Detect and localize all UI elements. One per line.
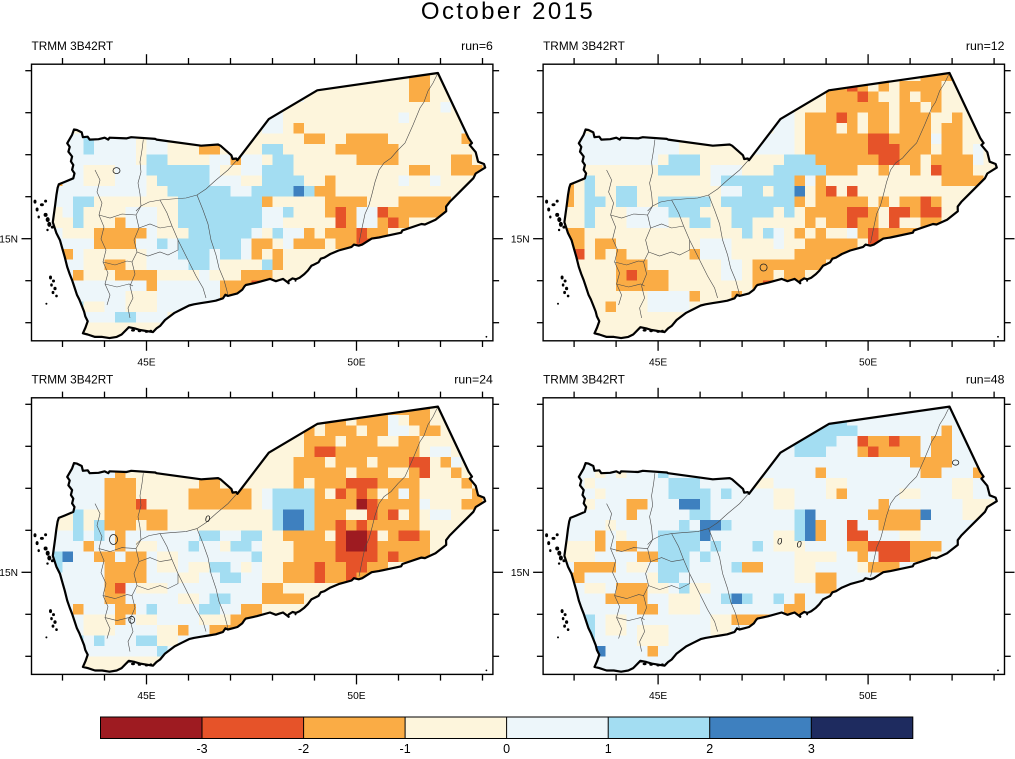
svg-text:45E: 45E xyxy=(137,691,155,702)
svg-text:0: 0 xyxy=(503,742,510,754)
svg-text:45E: 45E xyxy=(649,691,667,702)
svg-text:0: 0 xyxy=(205,514,210,524)
svg-text:50E: 50E xyxy=(347,691,365,702)
svg-text:0: 0 xyxy=(797,539,802,549)
svg-text:October 2015: October 2015 xyxy=(421,0,595,25)
svg-text:15N: 15N xyxy=(511,234,530,245)
svg-text:2: 2 xyxy=(706,742,713,754)
svg-text:-3: -3 xyxy=(196,742,207,754)
svg-text:45E: 45E xyxy=(649,358,667,369)
svg-text:run=6: run=6 xyxy=(461,39,493,53)
svg-text:0: 0 xyxy=(777,536,782,546)
svg-text:50E: 50E xyxy=(859,691,877,702)
svg-text:50E: 50E xyxy=(347,358,365,369)
svg-text:-1: -1 xyxy=(400,742,411,754)
svg-text:15N: 15N xyxy=(511,568,530,579)
svg-text:run=24: run=24 xyxy=(454,373,493,387)
svg-text:45E: 45E xyxy=(137,358,155,369)
svg-text:3: 3 xyxy=(808,742,815,754)
svg-text:run=12: run=12 xyxy=(966,39,1005,53)
svg-text:50E: 50E xyxy=(859,358,877,369)
svg-text:run=48: run=48 xyxy=(966,373,1005,387)
svg-text:TRMM 3B42RT: TRMM 3B42RT xyxy=(32,39,114,53)
svg-text:-2: -2 xyxy=(298,742,309,754)
svg-text:TRMM 3B42RT: TRMM 3B42RT xyxy=(32,373,114,387)
svg-text:1: 1 xyxy=(605,742,612,754)
svg-text:15N: 15N xyxy=(0,234,18,245)
svg-text:TRMM 3B42RT: TRMM 3B42RT xyxy=(543,373,625,387)
svg-text:15N: 15N xyxy=(0,568,18,579)
svg-text:TRMM 3B42RT: TRMM 3B42RT xyxy=(543,39,625,53)
